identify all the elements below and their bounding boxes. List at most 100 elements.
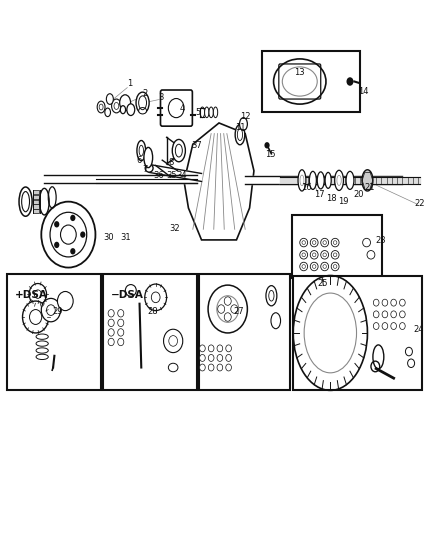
Ellipse shape: [317, 172, 324, 189]
Ellipse shape: [298, 169, 306, 191]
Text: 22: 22: [415, 199, 425, 208]
Ellipse shape: [382, 311, 388, 318]
Text: 1: 1: [127, 78, 132, 87]
Ellipse shape: [217, 364, 223, 371]
Circle shape: [70, 248, 75, 254]
Text: 14: 14: [358, 86, 368, 95]
Ellipse shape: [208, 354, 214, 361]
Circle shape: [41, 201, 95, 268]
Ellipse shape: [118, 310, 124, 317]
Text: 27: 27: [233, 307, 244, 316]
Text: 18: 18: [326, 194, 337, 203]
Circle shape: [218, 305, 225, 313]
Bar: [292, 215, 382, 278]
Ellipse shape: [145, 164, 153, 172]
Ellipse shape: [399, 299, 405, 306]
Ellipse shape: [406, 348, 413, 356]
Ellipse shape: [200, 364, 205, 371]
Ellipse shape: [346, 171, 354, 189]
Polygon shape: [184, 123, 254, 240]
Ellipse shape: [136, 92, 149, 114]
Ellipse shape: [226, 364, 231, 371]
Text: 12: 12: [240, 112, 251, 121]
Ellipse shape: [373, 345, 384, 369]
Ellipse shape: [105, 108, 110, 117]
Text: 16: 16: [301, 183, 311, 192]
Text: 36: 36: [153, 171, 164, 180]
Ellipse shape: [208, 364, 214, 371]
Ellipse shape: [382, 299, 388, 306]
Circle shape: [22, 301, 49, 333]
Ellipse shape: [325, 172, 331, 188]
Ellipse shape: [331, 262, 339, 271]
Text: 8: 8: [168, 158, 173, 167]
Ellipse shape: [408, 359, 415, 368]
Ellipse shape: [127, 104, 135, 116]
Ellipse shape: [97, 101, 105, 113]
Ellipse shape: [271, 313, 281, 329]
Ellipse shape: [321, 251, 328, 259]
Ellipse shape: [217, 354, 223, 361]
Text: 17: 17: [314, 190, 325, 199]
Polygon shape: [245, 176, 403, 184]
Polygon shape: [44, 175, 197, 183]
Ellipse shape: [382, 322, 388, 329]
Ellipse shape: [373, 299, 379, 306]
Ellipse shape: [217, 345, 223, 352]
Text: 29: 29: [52, 307, 63, 316]
Ellipse shape: [309, 171, 316, 189]
Text: 7: 7: [142, 165, 148, 174]
Ellipse shape: [39, 188, 49, 215]
Ellipse shape: [362, 169, 373, 191]
Circle shape: [224, 297, 231, 305]
Text: 21: 21: [364, 183, 375, 192]
Circle shape: [54, 221, 59, 228]
Bar: [33, 199, 39, 204]
Ellipse shape: [108, 319, 114, 327]
Ellipse shape: [36, 354, 48, 360]
Text: 34: 34: [177, 171, 187, 180]
Text: 31: 31: [120, 233, 131, 242]
Text: −DSA: −DSA: [111, 290, 144, 300]
Text: 30: 30: [104, 233, 114, 242]
Ellipse shape: [144, 148, 152, 167]
Ellipse shape: [310, 251, 318, 259]
Ellipse shape: [373, 311, 379, 318]
Text: 25: 25: [318, 279, 328, 288]
Bar: [199, 274, 290, 390]
Ellipse shape: [168, 364, 178, 372]
Ellipse shape: [118, 319, 124, 327]
Ellipse shape: [363, 238, 371, 247]
Ellipse shape: [108, 329, 114, 336]
Ellipse shape: [331, 251, 339, 259]
Ellipse shape: [399, 322, 405, 329]
Text: 35: 35: [166, 171, 177, 180]
Ellipse shape: [19, 187, 32, 216]
Text: 11: 11: [235, 123, 245, 132]
Text: 2: 2: [142, 89, 148, 98]
Ellipse shape: [208, 345, 214, 352]
Ellipse shape: [310, 262, 318, 271]
Text: 3: 3: [159, 93, 164, 102]
Bar: [33, 209, 39, 213]
Ellipse shape: [36, 341, 48, 346]
Ellipse shape: [213, 107, 218, 118]
Text: 32: 32: [169, 224, 180, 233]
Circle shape: [29, 284, 46, 305]
Ellipse shape: [310, 238, 318, 247]
Text: 28: 28: [147, 307, 158, 316]
Text: 24: 24: [414, 325, 424, 334]
Ellipse shape: [391, 299, 396, 306]
Circle shape: [57, 292, 73, 311]
Bar: [103, 274, 197, 390]
Ellipse shape: [391, 311, 396, 318]
Text: 4: 4: [179, 103, 184, 112]
Circle shape: [80, 231, 85, 238]
Ellipse shape: [139, 108, 147, 114]
Ellipse shape: [108, 310, 114, 317]
Circle shape: [54, 242, 59, 248]
Ellipse shape: [108, 338, 114, 346]
Circle shape: [70, 215, 75, 221]
Polygon shape: [149, 165, 201, 181]
Text: 5: 5: [196, 108, 201, 117]
